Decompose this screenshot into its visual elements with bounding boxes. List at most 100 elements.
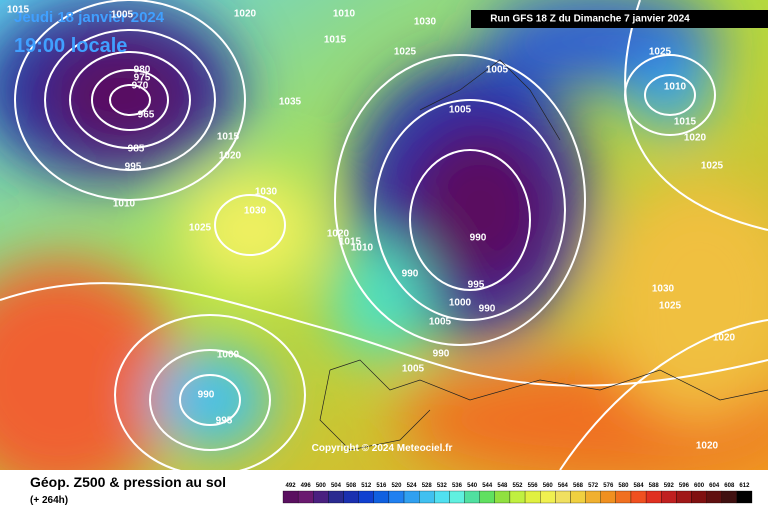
isobar-label: 965 [138,110,155,121]
colorbar-cell [449,490,465,504]
colorbar-cell [706,490,722,504]
colorbar-label: 604 [709,483,720,489]
isobar-label: 1020 [696,441,719,452]
colorbar-label: 556 [528,483,539,489]
colorbar-label: 532 [437,483,448,489]
isobar-label: 1030 [244,206,267,217]
colorbar-label: 492 [286,483,297,489]
run-label: Run GFS 18 Z du Dimanche 7 janvier 2024 [490,14,690,25]
colorbar-cell [691,490,707,504]
isobar-label: 1005 [429,317,452,328]
colorbar-cell [540,490,556,504]
colorbar-cell [464,490,480,504]
isobar-label: 1020 [684,133,707,144]
isobar-label: 985 [128,144,145,155]
colorbar-cell [434,490,450,504]
isobar-label: 1020 [219,151,242,162]
colorbar-cell [630,490,647,504]
colorbar-label: 552 [512,483,523,489]
colorbar-cell [403,490,420,504]
colorbar-label: 576 [603,483,614,489]
colorbar-cell [494,490,511,504]
isobar-label: 1000 [217,350,240,361]
isobar-label: 1015 [217,132,240,143]
isobar-label: 990 [479,304,496,315]
colorbar-label: 588 [649,483,660,489]
footer-title: Géop. Z500 & pression au sol [30,474,226,490]
colorbar-cell [676,490,692,504]
isobar-labels: 1015 1005 1020 1010103010151025100598097597… [7,5,736,452]
isobars [0,0,768,475]
colorbar-label: 608 [724,483,735,489]
isobar-label: 1010 [664,82,687,93]
colorbar-cell [343,490,359,504]
isobar-label: 1020 [234,9,257,20]
isobar-label: 1020 [713,333,736,344]
colorbar-label: 544 [482,483,493,489]
isobar-label: 1015 [7,5,30,16]
colorbar-cell [282,490,299,504]
isobar-label: 975 [134,73,151,84]
colorbar-label: 496 [301,483,312,489]
colorbar-cell [736,490,753,504]
colorbar-label: 524 [407,483,418,489]
colorbar-cell [328,490,344,504]
isobar-label: 1025 [659,301,682,312]
isobar-label: 1015 [674,117,697,128]
colorbar-cell [615,490,632,504]
isobar-label: 995 [468,280,485,291]
isobar-label: 1025 [701,161,724,172]
isobar-label: 990 [198,390,215,401]
colorbar-cell [600,490,616,504]
valid-date: Jeudi 18 janvier 2024 [14,9,165,26]
colorbar-label: 516 [376,483,387,489]
isobar-label: 990 [433,349,450,360]
colorbar-cell [645,490,662,504]
colorbar-label: 540 [467,483,478,489]
colorbar-cell [555,490,571,504]
colorbar-cell [570,490,586,504]
isobar-label: 990 [470,233,487,244]
colorbar-label: 568 [573,483,584,489]
isobar-label: 1010 [333,9,356,20]
colorbar-label: 584 [634,483,645,489]
colorbar-label: 592 [664,483,675,489]
isobar-label: 995 [125,162,142,173]
isobar-label: 1005 [111,10,134,21]
colorbar-label: 580 [618,483,629,489]
isobar-label: 1000 [449,298,472,309]
forecast-lead: (+ 264h) [30,495,68,506]
colorbar-label: 500 [316,483,327,489]
copyright: Copyright © 2024 Meteociel.fr [312,443,453,454]
colorbar-cell [297,490,314,504]
isobar-label: 990 [402,269,419,280]
colorbar-label: 512 [361,483,372,489]
isobar-label: 980 [134,65,151,76]
isobar-label: 1025 [189,223,212,234]
geopotential-field [0,0,768,500]
colorbar-label: 504 [331,483,342,489]
isobar-label: 1030 [255,187,278,198]
isobar-label: 1005 [449,105,472,116]
isobar-label: 1030 [652,284,675,295]
colorbar: 492 496 500 504 508 512 516 520 524 528 532 536 540 5… [282,483,753,504]
isobar-label: 1005 [402,364,425,375]
colorbar-label: 528 [422,483,433,489]
colorbar-label: 600 [694,483,705,489]
colorbar-label: 536 [452,483,463,489]
colorbar-cell [509,490,526,504]
colorbar-cell [524,490,541,504]
isobar-label: 1010 [351,243,374,254]
colorbar-cell [373,490,390,504]
colorbar-label: 596 [679,483,690,489]
run-banner [471,10,768,28]
colorbar-cell [388,490,405,504]
colorbar-cell [313,490,329,504]
colorbar-cell [585,490,601,504]
colorbar-cell [479,490,495,504]
valid-time: 19:00 locale [14,35,127,57]
colorbar-cell [358,490,374,504]
isobar-label: 1015 [324,35,347,46]
